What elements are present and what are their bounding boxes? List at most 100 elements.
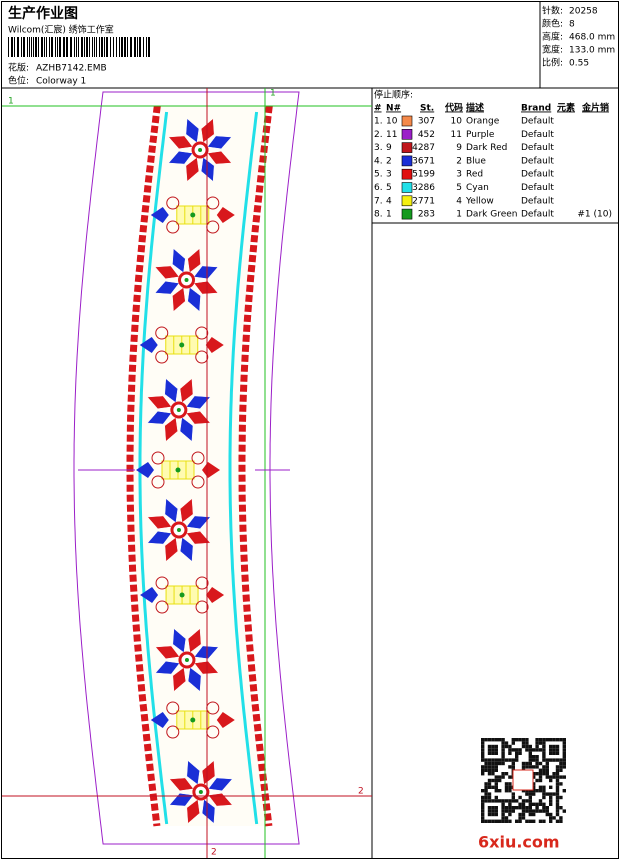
qr-cell — [555, 738, 560, 742]
scroll — [195, 600, 209, 614]
row-seq: 7. — [374, 196, 383, 206]
stat-value: 20258 — [569, 7, 598, 17]
qr-cell — [494, 806, 498, 810]
qr-cell — [535, 741, 539, 745]
row-needle: 2 — [386, 156, 392, 166]
qr-cell — [559, 775, 563, 779]
qr-cell — [532, 819, 536, 823]
qr-cell — [508, 744, 512, 749]
qr-cell — [525, 799, 529, 803]
row-description: Cyan — [466, 183, 489, 193]
stat-value: 468.0 mm — [569, 33, 615, 43]
qr-cell — [545, 765, 549, 769]
qr-cell — [538, 819, 543, 823]
qr-cell — [508, 785, 512, 789]
barcode-bar — [70, 37, 72, 57]
qr-cell — [542, 755, 546, 759]
barcode-bar — [92, 37, 93, 57]
qr-cell — [494, 758, 498, 762]
petal — [185, 395, 211, 410]
qr-cell — [491, 744, 495, 749]
qr-cell — [481, 751, 485, 755]
qr-cell — [562, 755, 566, 759]
qr-cell — [562, 775, 566, 779]
qr-cell — [528, 744, 532, 749]
qr-cell — [498, 789, 502, 793]
qr-cell — [501, 816, 505, 820]
qr-cell — [484, 785, 488, 789]
qr-cell — [559, 761, 563, 766]
qr-cell — [494, 738, 498, 742]
qr-cell — [528, 755, 532, 759]
qr-cell — [549, 819, 553, 823]
qr-cell — [535, 789, 539, 793]
qr-cell — [538, 778, 543, 783]
qr-cell — [518, 819, 522, 823]
qr-cell — [494, 795, 498, 800]
qr-cell — [494, 775, 498, 779]
qr-cell — [508, 812, 512, 817]
row-stitches: 283 — [418, 210, 435, 220]
barcode-bar — [29, 37, 30, 57]
qr-cell — [525, 806, 529, 810]
barcode-bar — [63, 37, 65, 57]
scroll — [155, 326, 169, 340]
grid-dot — [175, 467, 181, 473]
qr-cell — [521, 741, 526, 745]
scroll — [155, 600, 169, 614]
qr-cell — [562, 789, 566, 793]
qr-cell — [555, 789, 560, 793]
flower-dot — [198, 148, 203, 152]
qr-cell — [501, 761, 505, 766]
qr-cell — [528, 819, 532, 823]
qr-cell — [538, 772, 543, 776]
barcode-bar — [130, 37, 132, 57]
qr-cell — [487, 748, 492, 752]
qr-cell — [484, 789, 488, 793]
qr-cell — [491, 812, 495, 817]
qr-cell — [532, 772, 536, 776]
qr-cell — [487, 768, 492, 772]
flower-dot — [184, 278, 189, 282]
qr-cell — [501, 812, 505, 817]
barcode-bar — [101, 37, 103, 57]
qr-cell — [562, 751, 566, 755]
barcode-bar — [17, 37, 19, 57]
qr-cell — [491, 772, 495, 776]
qr-cell — [481, 758, 485, 762]
qr-cell — [494, 761, 498, 766]
barcode-bar — [146, 37, 147, 57]
barcode-bar — [121, 37, 123, 57]
row-seq: 2. — [374, 130, 383, 140]
qr-cell — [549, 816, 553, 820]
colorway: Colorway 1 — [36, 77, 86, 87]
qr-cell — [559, 795, 563, 800]
qr-cell — [525, 809, 529, 813]
qr-cell — [481, 772, 485, 776]
qr-cell — [549, 758, 553, 762]
qr-cell — [552, 738, 556, 742]
row-stitches: 3286 — [412, 183, 435, 193]
scroll — [195, 350, 209, 364]
petal — [168, 777, 194, 792]
petal — [187, 666, 202, 692]
row-seq: 3. — [374, 143, 383, 153]
petal — [185, 156, 200, 182]
qr-cell — [525, 744, 529, 749]
petal — [187, 248, 201, 274]
petal — [193, 660, 219, 675]
row-code: 11 — [451, 130, 462, 140]
barcode-bar — [38, 37, 39, 57]
qr-cell — [491, 751, 495, 755]
qr-cell — [481, 806, 485, 810]
qr-cell — [484, 761, 488, 766]
qr-cell — [511, 795, 515, 800]
qr-cell — [545, 738, 549, 742]
qr-cell — [487, 738, 492, 742]
qr-cell — [559, 806, 563, 810]
petal — [168, 150, 194, 165]
qr-cell — [562, 809, 566, 813]
qr-cell — [555, 792, 560, 796]
qr-cell — [511, 761, 515, 766]
qr-cell — [501, 744, 505, 749]
